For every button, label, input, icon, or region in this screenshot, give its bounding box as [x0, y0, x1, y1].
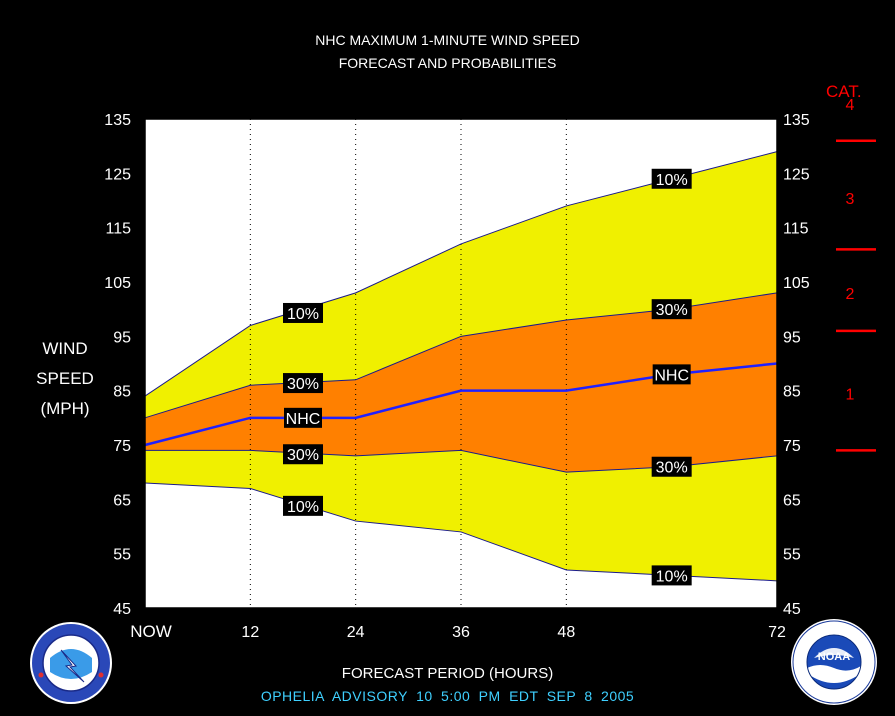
- ylabel-line-3: (MPH): [40, 399, 90, 418]
- ytick-right-45: 45: [783, 601, 801, 618]
- plot-border: [144, 118, 778, 609]
- chart-subtitle: FORECAST AND PROBABILITIES: [338, 55, 557, 71]
- label-box-4: [283, 495, 323, 516]
- ytick-left-115: 115: [105, 221, 131, 238]
- category-title: CAT.: [826, 82, 862, 101]
- label-box-5: [651, 168, 692, 189]
- ytick-right-105: 105: [783, 275, 810, 292]
- category-1: 1: [846, 386, 855, 403]
- series-label-3: 30%: [287, 447, 319, 464]
- xtick-12: 12: [241, 624, 259, 641]
- xtick-72: 72: [768, 624, 786, 641]
- chart-title: NHC MAXIMUM 1-MINUTE WIND SPEED: [315, 32, 580, 48]
- series-label-2: NHC: [286, 411, 321, 428]
- xtick-36: 36: [452, 624, 470, 641]
- series-label-8: 30%: [656, 460, 688, 477]
- noaa-logo-text: NOAA: [818, 651, 850, 663]
- ytick-left-55: 55: [113, 547, 131, 564]
- ytick-right-65: 65: [783, 492, 801, 509]
- ytick-left-105: 105: [104, 275, 131, 292]
- xtick-NOW: NOW: [130, 622, 172, 641]
- label-box-1: [283, 373, 323, 394]
- label-box-9: [651, 565, 692, 586]
- label-box-8: [651, 456, 692, 477]
- ytick-left-95: 95: [113, 329, 131, 346]
- ytick-left-45: 45: [113, 601, 131, 618]
- advisory-footer: OPHELIA ADVISORY 10 5:00 PM EDT SEP 8 20…: [260, 688, 635, 704]
- x-axis-label: FORECAST PERIOD (HOURS): [341, 665, 554, 682]
- xtick-48: 48: [557, 624, 575, 641]
- noaa-logo-icon: NOAA: [791, 619, 877, 705]
- category-4: 4: [846, 97, 855, 114]
- label-box-0: [283, 302, 323, 323]
- ytick-left-85: 85: [113, 384, 131, 401]
- label-box-6: [651, 299, 692, 320]
- series-label-5: 10%: [656, 172, 688, 189]
- label-box-7: [652, 364, 691, 385]
- ylabel-line-1: WIND: [42, 339, 88, 358]
- series-label-4: 10%: [287, 499, 319, 516]
- ytick-left-75: 75: [113, 438, 131, 455]
- ytick-right-95: 95: [783, 329, 801, 346]
- ytick-right-85: 85: [783, 384, 801, 401]
- ytick-right-75: 75: [783, 438, 801, 455]
- ytick-left-65: 65: [113, 492, 131, 509]
- series-label-6: 30%: [656, 302, 688, 319]
- category-3: 3: [846, 191, 855, 208]
- series-label-9: 10%: [656, 568, 688, 585]
- ytick-right-115: 115: [783, 221, 809, 238]
- xtick-24: 24: [347, 624, 365, 641]
- ytick-right-55: 55: [783, 547, 801, 564]
- label-box-2: [284, 407, 322, 428]
- ytick-right-125: 125: [783, 166, 810, 183]
- nws-logo-icon: [30, 622, 112, 704]
- category-2: 2: [846, 286, 855, 303]
- series-label-1: 30%: [287, 376, 319, 393]
- label-box-3: [283, 444, 323, 465]
- ylabel-line-2: SPEED: [36, 369, 94, 388]
- series-label-0: 10%: [287, 306, 319, 323]
- ytick-left-125: 125: [104, 166, 131, 183]
- ytick-right-135: 135: [783, 112, 810, 129]
- ytick-left-135: 135: [104, 112, 131, 129]
- series-label-7: NHC: [654, 367, 689, 384]
